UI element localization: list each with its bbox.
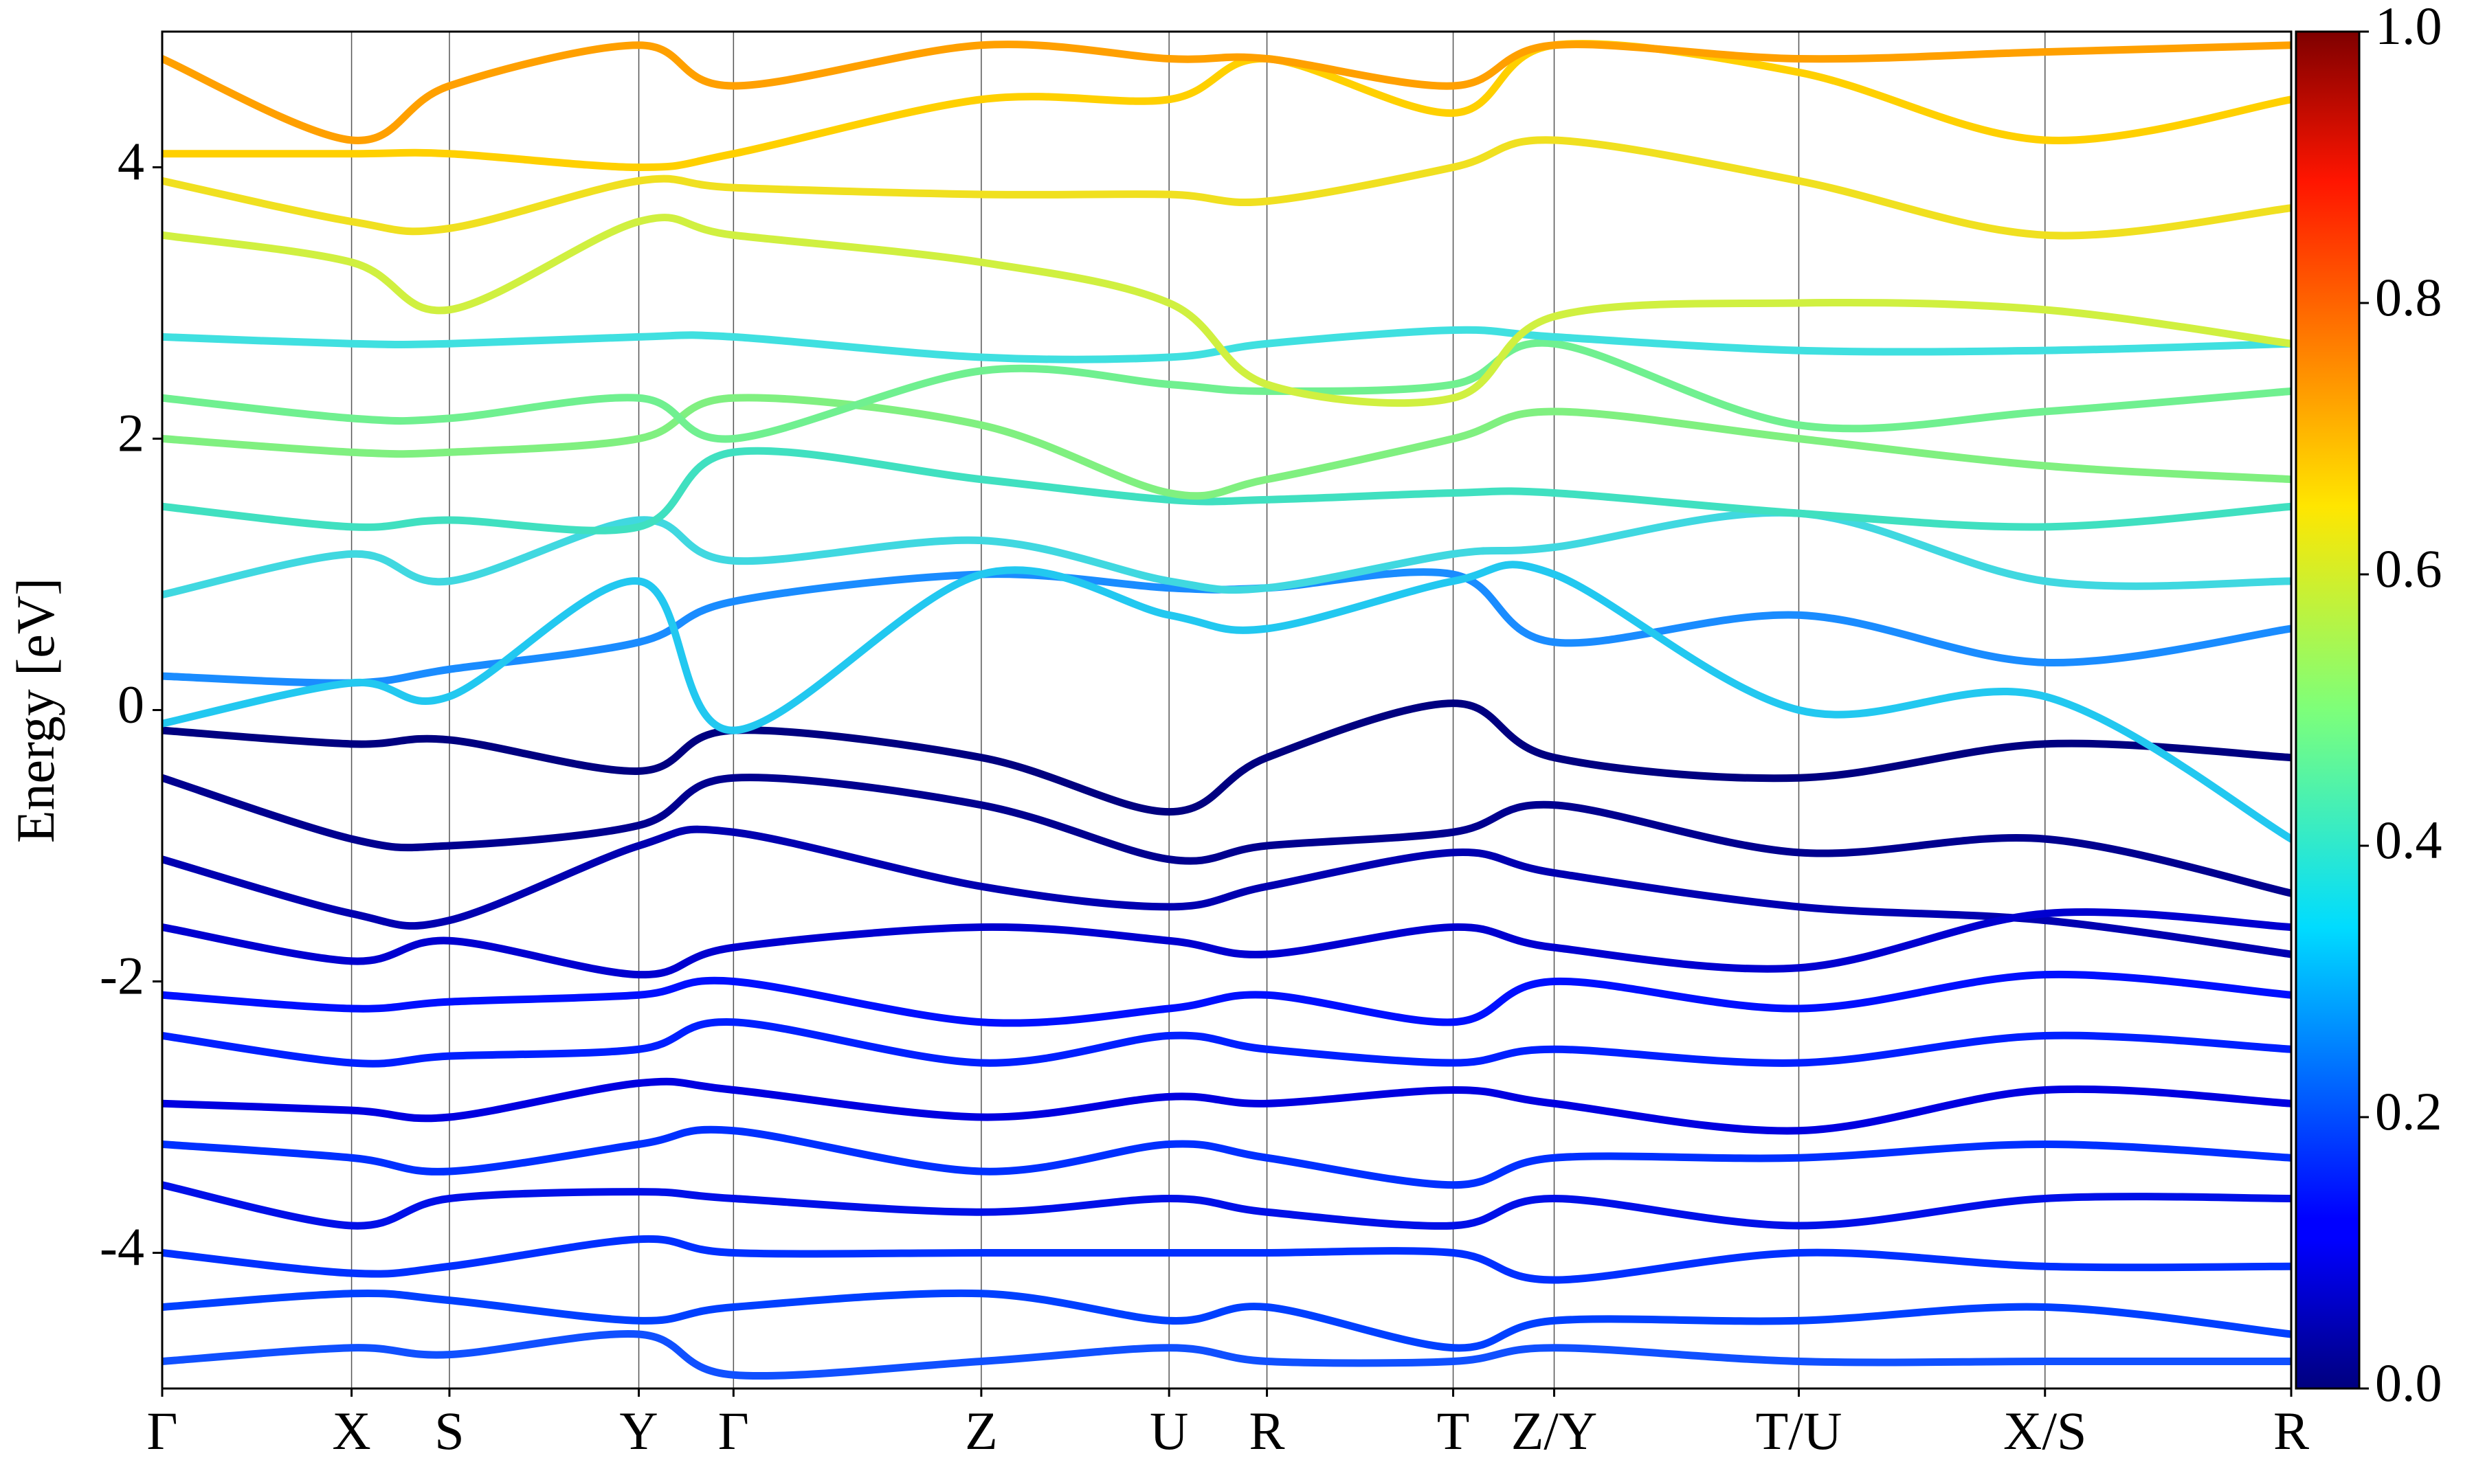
- y-tick-label: -2: [100, 945, 144, 1005]
- x-tick-label: Y: [619, 1401, 658, 1461]
- band-line: [162, 561, 2291, 843]
- band-line: [162, 394, 2291, 500]
- x-tick-label: R: [1249, 1401, 1285, 1461]
- band-line: [162, 326, 2291, 363]
- x-tick-label: Γ: [146, 1401, 177, 1461]
- band-line: [162, 699, 2291, 816]
- band-line: [162, 908, 2291, 979]
- band-line: [162, 447, 2291, 535]
- band-line: [162, 1181, 2291, 1230]
- band-line: [162, 136, 2291, 240]
- band-line: [162, 41, 2291, 144]
- band-line: [162, 339, 2291, 443]
- band-line: [162, 508, 2291, 599]
- colorbar-tick-label: 0.6: [2375, 539, 2442, 598]
- x-tick-label: X/S: [2003, 1401, 2086, 1461]
- y-tick-label: 4: [118, 131, 144, 191]
- bands: [162, 40, 2291, 1380]
- band-line: [162, 1235, 2291, 1284]
- colorbar-tick-label: 1.0: [2375, 0, 2442, 56]
- plot-frame: [161, 30, 2293, 1390]
- colorbar-tick-label: 0.2: [2375, 1081, 2442, 1141]
- x-tick-label: Z/Y: [1511, 1401, 1598, 1461]
- band-line: [162, 1018, 2291, 1068]
- colorbar-tick-label: 0.0: [2375, 1353, 2442, 1413]
- band-line: [162, 825, 2291, 958]
- x-tick-label: Γ: [718, 1401, 749, 1461]
- band-line: [162, 1329, 2291, 1380]
- y-tick-label: -4: [100, 1217, 144, 1277]
- y-axis-label: Energy [eV]: [5, 578, 65, 843]
- x-tick-label: U: [1150, 1401, 1188, 1461]
- band-line: [162, 970, 2291, 1027]
- band-line: [162, 40, 2291, 171]
- x-tick-label: T/U: [1756, 1401, 1842, 1461]
- band-line: [162, 1125, 2291, 1189]
- colorbar-tick-label: 0.8: [2375, 267, 2442, 327]
- x-tick-label: S: [434, 1401, 464, 1461]
- axes: Γ X S Y Γ Z U R T Z/Y T/U X/S R-4-20240.00.20.40.60.…: [100, 0, 2442, 1461]
- x-tick-label: X: [332, 1401, 370, 1461]
- colorbar-tick-label: 0.4: [2375, 810, 2442, 870]
- band-line: [162, 774, 2291, 897]
- band-line: [162, 214, 2291, 407]
- y-tick-label: 0: [118, 674, 144, 734]
- x-tick-label: R: [2273, 1401, 2309, 1461]
- grid: [161, 32, 2292, 1389]
- band-line: [162, 1077, 2291, 1135]
- x-tick-label: T: [1437, 1401, 1470, 1461]
- y-tick-label: 2: [118, 403, 144, 462]
- colorbar: [2295, 30, 2361, 1390]
- x-tick-label: Z: [965, 1401, 998, 1461]
- band-line: [162, 1289, 2291, 1352]
